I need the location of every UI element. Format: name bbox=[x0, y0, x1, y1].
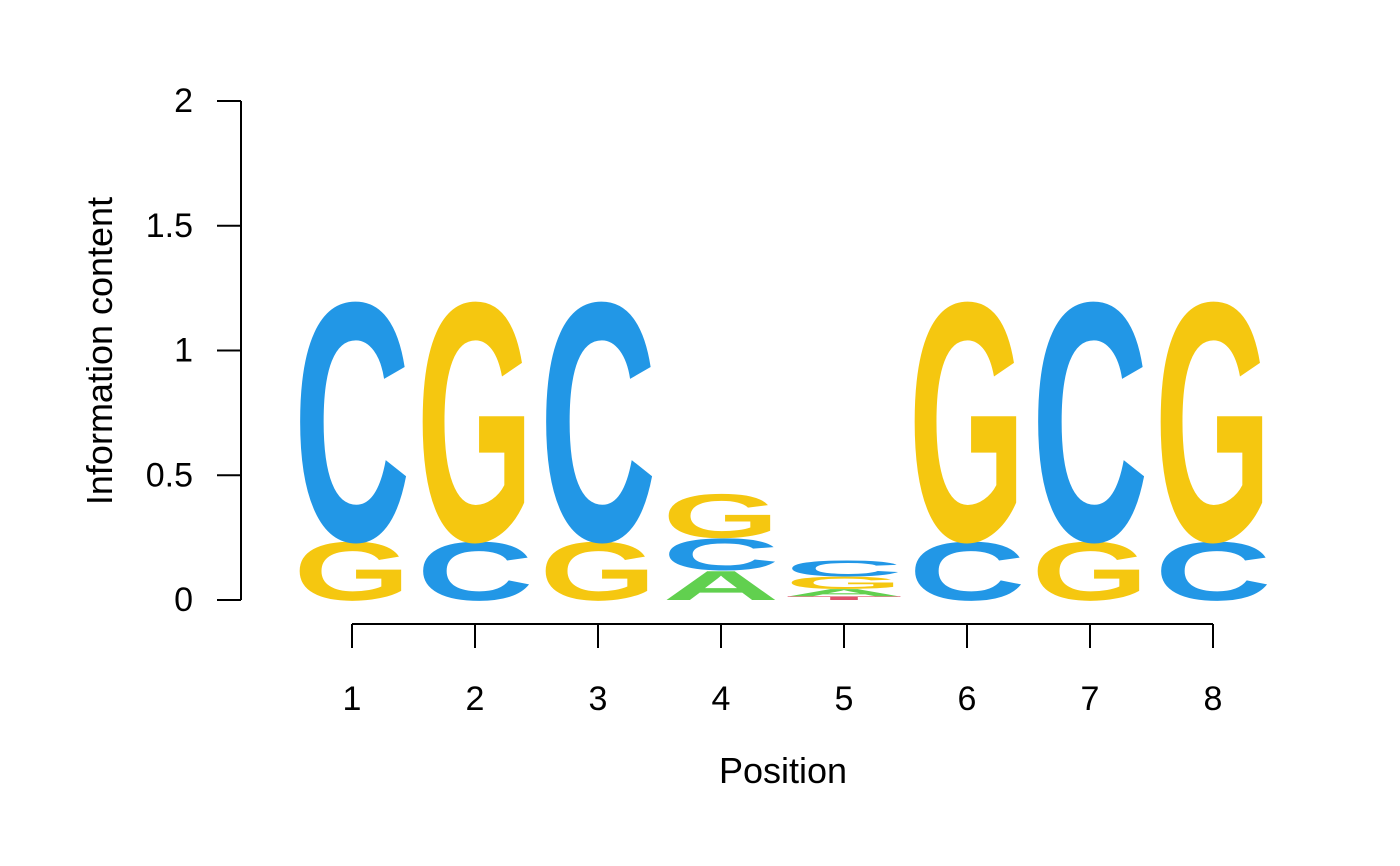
logo-letter-A: A bbox=[663, 563, 780, 610]
logo-letter-C: C bbox=[417, 525, 534, 618]
x-tick-label: 3 bbox=[589, 680, 608, 718]
position-stack-1: GC bbox=[294, 231, 411, 618]
logo-letter-C: C bbox=[909, 525, 1026, 618]
x-tick-label: 7 bbox=[1081, 680, 1100, 718]
y-tick-label: 0.5 bbox=[146, 456, 193, 494]
logo-letter-C: C bbox=[294, 231, 411, 613]
y-tick-label: 0 bbox=[174, 581, 193, 619]
position-stack-6: CG bbox=[909, 231, 1026, 618]
y-axis-title: Information content bbox=[79, 197, 120, 505]
x-tick-label: 4 bbox=[712, 680, 731, 718]
logo-letter-C: C bbox=[1155, 525, 1272, 618]
logo-letter-G: G bbox=[663, 482, 780, 552]
logo-letter-T: T bbox=[786, 595, 903, 601]
logo-letter-A: A bbox=[786, 587, 903, 599]
logo-letter-G: G bbox=[1155, 231, 1272, 613]
x-axis: 1 2 3 4 5 6 7 8 bbox=[343, 623, 1223, 718]
x-tick-label: 5 bbox=[835, 680, 854, 718]
y-tick-label: 1.5 bbox=[146, 207, 193, 245]
x-tick-label: 1 bbox=[343, 680, 362, 718]
position-stack-3: GC bbox=[540, 231, 657, 618]
y-tick-label: 2 bbox=[174, 82, 193, 120]
logo-letter-G: G bbox=[417, 231, 534, 613]
logo-letter-G: G bbox=[294, 524, 411, 617]
x-axis-title: Position bbox=[719, 750, 847, 791]
logo-letter-C: C bbox=[786, 556, 903, 581]
logo-letter-G: G bbox=[786, 573, 903, 593]
x-tick-label: 8 bbox=[1204, 680, 1223, 718]
x-tick-label: 6 bbox=[958, 680, 977, 718]
position-stack-4: ACG bbox=[663, 482, 780, 610]
x-tick-label: 2 bbox=[466, 680, 485, 718]
logo-letter-G: G bbox=[540, 524, 657, 617]
y-axis: 0 0.5 1 1.5 2 bbox=[146, 82, 242, 619]
position-stack-2: CG bbox=[417, 231, 534, 618]
logo-letter-C: C bbox=[663, 529, 780, 580]
position-stack-8: CG bbox=[1155, 231, 1272, 618]
logo-letter-C: C bbox=[540, 231, 657, 613]
logo-letter-C: C bbox=[1032, 231, 1149, 613]
logo-letter-G: G bbox=[909, 231, 1026, 613]
logo-letter-G: G bbox=[1032, 524, 1149, 617]
y-tick-label: 1 bbox=[174, 332, 193, 370]
position-stack-7: GC bbox=[1032, 231, 1149, 618]
